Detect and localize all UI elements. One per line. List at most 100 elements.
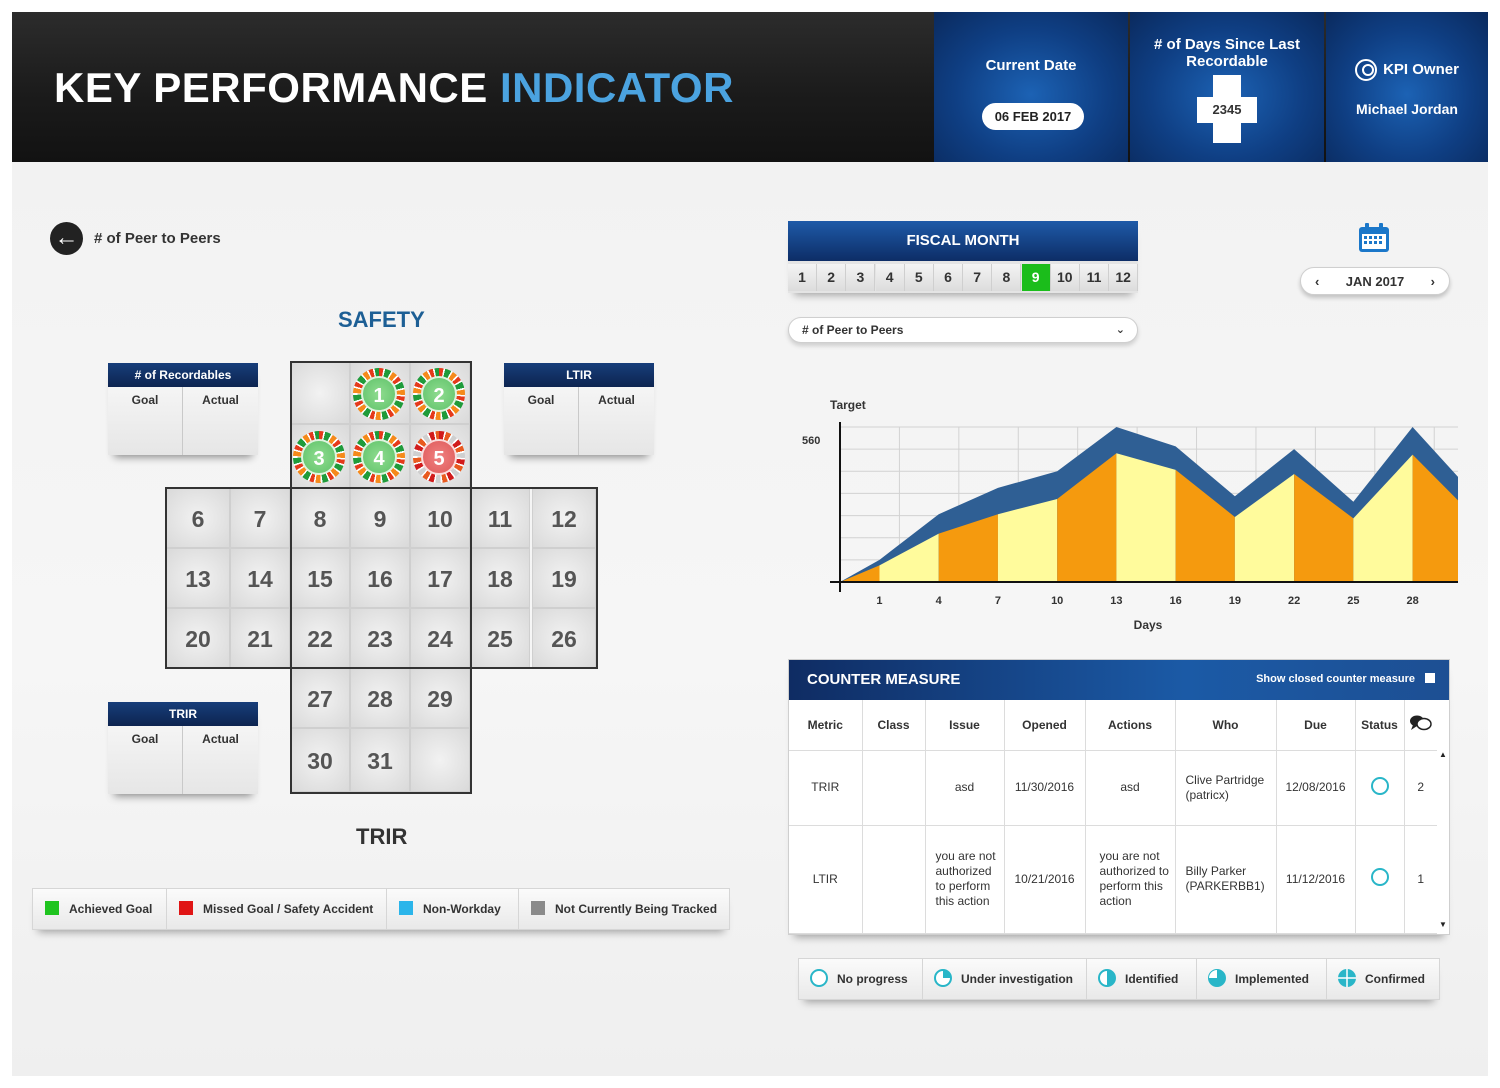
calendar-day-18[interactable]: 18 xyxy=(470,548,530,608)
calendar-day-6[interactable]: 6 xyxy=(166,488,230,548)
scroll-down-icon[interactable]: ▼ xyxy=(1439,920,1447,929)
calendar-icon[interactable] xyxy=(1358,223,1390,253)
calendar-day-26[interactable]: 26 xyxy=(532,608,596,668)
calendar-day-27[interactable]: 27 xyxy=(290,668,350,728)
scroll-up-icon[interactable]: ▲ xyxy=(1439,750,1447,759)
calendar-day-16[interactable]: 16 xyxy=(350,548,410,608)
fiscal-month-2[interactable]: 2 xyxy=(817,264,847,291)
show-closed-toggle[interactable]: Show closed counter measure xyxy=(1256,673,1435,685)
cell-comments[interactable]: 1 xyxy=(1404,825,1437,934)
trir-actual: Actual xyxy=(202,732,239,746)
series-actual-segment xyxy=(938,514,998,582)
calendar-day-19[interactable]: 19 xyxy=(532,548,596,608)
cell-status[interactable] xyxy=(1355,750,1405,826)
calendar-day-28[interactable]: 28 xyxy=(350,668,410,728)
calendar-day-21[interactable]: 21 xyxy=(230,608,290,668)
calendar-day-14[interactable]: 14 xyxy=(230,548,290,608)
ltir-card: LTIR Goal Actual xyxy=(504,363,654,455)
metric-dropdown-value: # of Peer to Peers xyxy=(802,323,904,337)
legend-under-investigation: Under investigation xyxy=(923,959,1087,999)
fiscal-month-1[interactable]: 1 xyxy=(788,264,817,291)
col-metric[interactable]: Metric xyxy=(789,700,863,751)
day-chip-3[interactable]: 3 xyxy=(293,431,345,483)
fiscal-month-9[interactable]: 9 xyxy=(1021,264,1051,291)
table-row[interactable]: TRIR asd 11/30/2016 asd Clive Partridge … xyxy=(789,750,1437,826)
calendar-day-11[interactable]: 11 xyxy=(470,488,530,548)
col-status[interactable]: Status xyxy=(1355,700,1405,751)
fiscal-month-6[interactable]: 6 xyxy=(934,264,963,291)
calendar-day-22[interactable]: 22 xyxy=(290,608,350,668)
fiscal-month-5[interactable]: 5 xyxy=(904,264,934,291)
back-arrow-icon[interactable]: ← xyxy=(50,222,83,255)
calendar-day-15[interactable]: 15 xyxy=(290,548,350,608)
days-label-line1: # of Days Since Last xyxy=(1154,36,1300,53)
no-progress-status-icon[interactable] xyxy=(1370,868,1389,886)
col-who[interactable]: Who xyxy=(1175,700,1277,751)
calendar-day-12[interactable]: 12 xyxy=(532,488,596,548)
col-issue[interactable]: Issue xyxy=(925,700,1005,751)
status-legend: Achieved Goal Missed Goal / Safety Accid… xyxy=(32,888,730,930)
calendar-day-empty[interactable] xyxy=(410,728,470,792)
day-chip-1[interactable]: 1 xyxy=(353,368,405,420)
current-date-card: Current Date 06 FEB 2017 xyxy=(934,12,1128,162)
legend-achieved: Achieved Goal xyxy=(33,889,167,929)
day-chip-2[interactable]: 2 xyxy=(413,368,465,420)
trir-title: TRIR xyxy=(356,824,408,849)
calendar-day-25[interactable]: 25 xyxy=(470,608,530,668)
calendar-day-29[interactable]: 29 xyxy=(410,668,470,728)
calendar-day-10[interactable]: 10 xyxy=(410,488,470,548)
day-chip-5[interactable]: 5 xyxy=(413,431,465,483)
calendar-day-24[interactable]: 24 xyxy=(410,608,470,668)
calendar-day-9[interactable]: 9 xyxy=(350,488,410,548)
fiscal-month-12[interactable]: 12 xyxy=(1109,264,1139,291)
x-tick-label: 25 xyxy=(1347,595,1359,607)
cell-status[interactable] xyxy=(1355,825,1405,934)
fiscal-month-4[interactable]: 4 xyxy=(875,264,905,291)
next-month-button[interactable]: › xyxy=(1430,274,1435,289)
kpi-owner-card: KPI Owner Michael Jordan xyxy=(1326,12,1488,162)
calendar-day-17[interactable]: 17 xyxy=(410,548,470,608)
cell-opened: 11/30/2016 xyxy=(1004,750,1086,826)
col-class[interactable]: Class xyxy=(862,700,926,751)
cell-class xyxy=(862,825,926,934)
identified-icon xyxy=(1098,969,1116,987)
fiscal-month-11[interactable]: 11 xyxy=(1080,264,1109,291)
day-chip-4[interactable]: 4 xyxy=(353,431,405,483)
fiscal-month-8[interactable]: 8 xyxy=(992,264,1022,291)
no-progress-status-icon[interactable] xyxy=(1370,776,1389,795)
table-row[interactable]: LTIR you are not authorized to perform t… xyxy=(789,825,1437,934)
calendar-day-20[interactable]: 20 xyxy=(166,608,230,668)
counter-measure-title: COUNTER MEASURE xyxy=(807,671,961,688)
days-since-recordable-card: # of Days Since Last Recordable 2345 xyxy=(1130,12,1324,162)
achieved-swatch xyxy=(45,901,59,915)
table-scrollbar[interactable]: ▲ ▼ xyxy=(1437,750,1449,933)
calendar-day-7[interactable]: 7 xyxy=(230,488,290,548)
metric-title: # of Peer to Peers xyxy=(94,230,221,247)
x-tick-label: 22 xyxy=(1288,595,1300,607)
legend-nonworkday: Non-Workday xyxy=(387,889,519,929)
table-header-row: Metric Class Issue Opened Actions Who Du… xyxy=(789,700,1437,751)
col-opened[interactable]: Opened xyxy=(1004,700,1086,751)
kpi-owner-name: Michael Jordan xyxy=(1356,101,1458,117)
calendar-day-23[interactable]: 23 xyxy=(350,608,410,668)
metric-dropdown[interactable]: # of Peer to Peers ⌄ xyxy=(788,317,1138,343)
calendar-day-8[interactable]: 8 xyxy=(290,488,350,548)
prev-month-button[interactable]: ‹ xyxy=(1315,274,1320,289)
fiscal-month-10[interactable]: 10 xyxy=(1050,264,1080,291)
calendar-day-empty[interactable] xyxy=(290,362,350,424)
show-closed-checkbox[interactable] xyxy=(1425,673,1435,683)
col-actions[interactable]: Actions xyxy=(1085,700,1176,751)
series-actual-segment xyxy=(997,498,1058,582)
calendar-day-31[interactable]: 31 xyxy=(350,728,410,792)
days-label-line2: Recordable xyxy=(1186,53,1268,70)
calendar-day-13[interactable]: 13 xyxy=(166,548,230,608)
counter-measure-header: COUNTER MEASURE Show closed counter meas… xyxy=(789,660,1449,700)
implemented-icon xyxy=(1208,969,1226,987)
fiscal-month-7[interactable]: 7 xyxy=(963,264,993,291)
calendar-day-30[interactable]: 30 xyxy=(290,728,350,792)
cell-comments[interactable]: 2 xyxy=(1404,750,1437,826)
legend-identified: Identified xyxy=(1087,959,1197,999)
fiscal-month-3[interactable]: 3 xyxy=(846,264,876,291)
days-since-value: 2345 xyxy=(1197,97,1257,123)
col-due[interactable]: Due xyxy=(1276,700,1356,751)
